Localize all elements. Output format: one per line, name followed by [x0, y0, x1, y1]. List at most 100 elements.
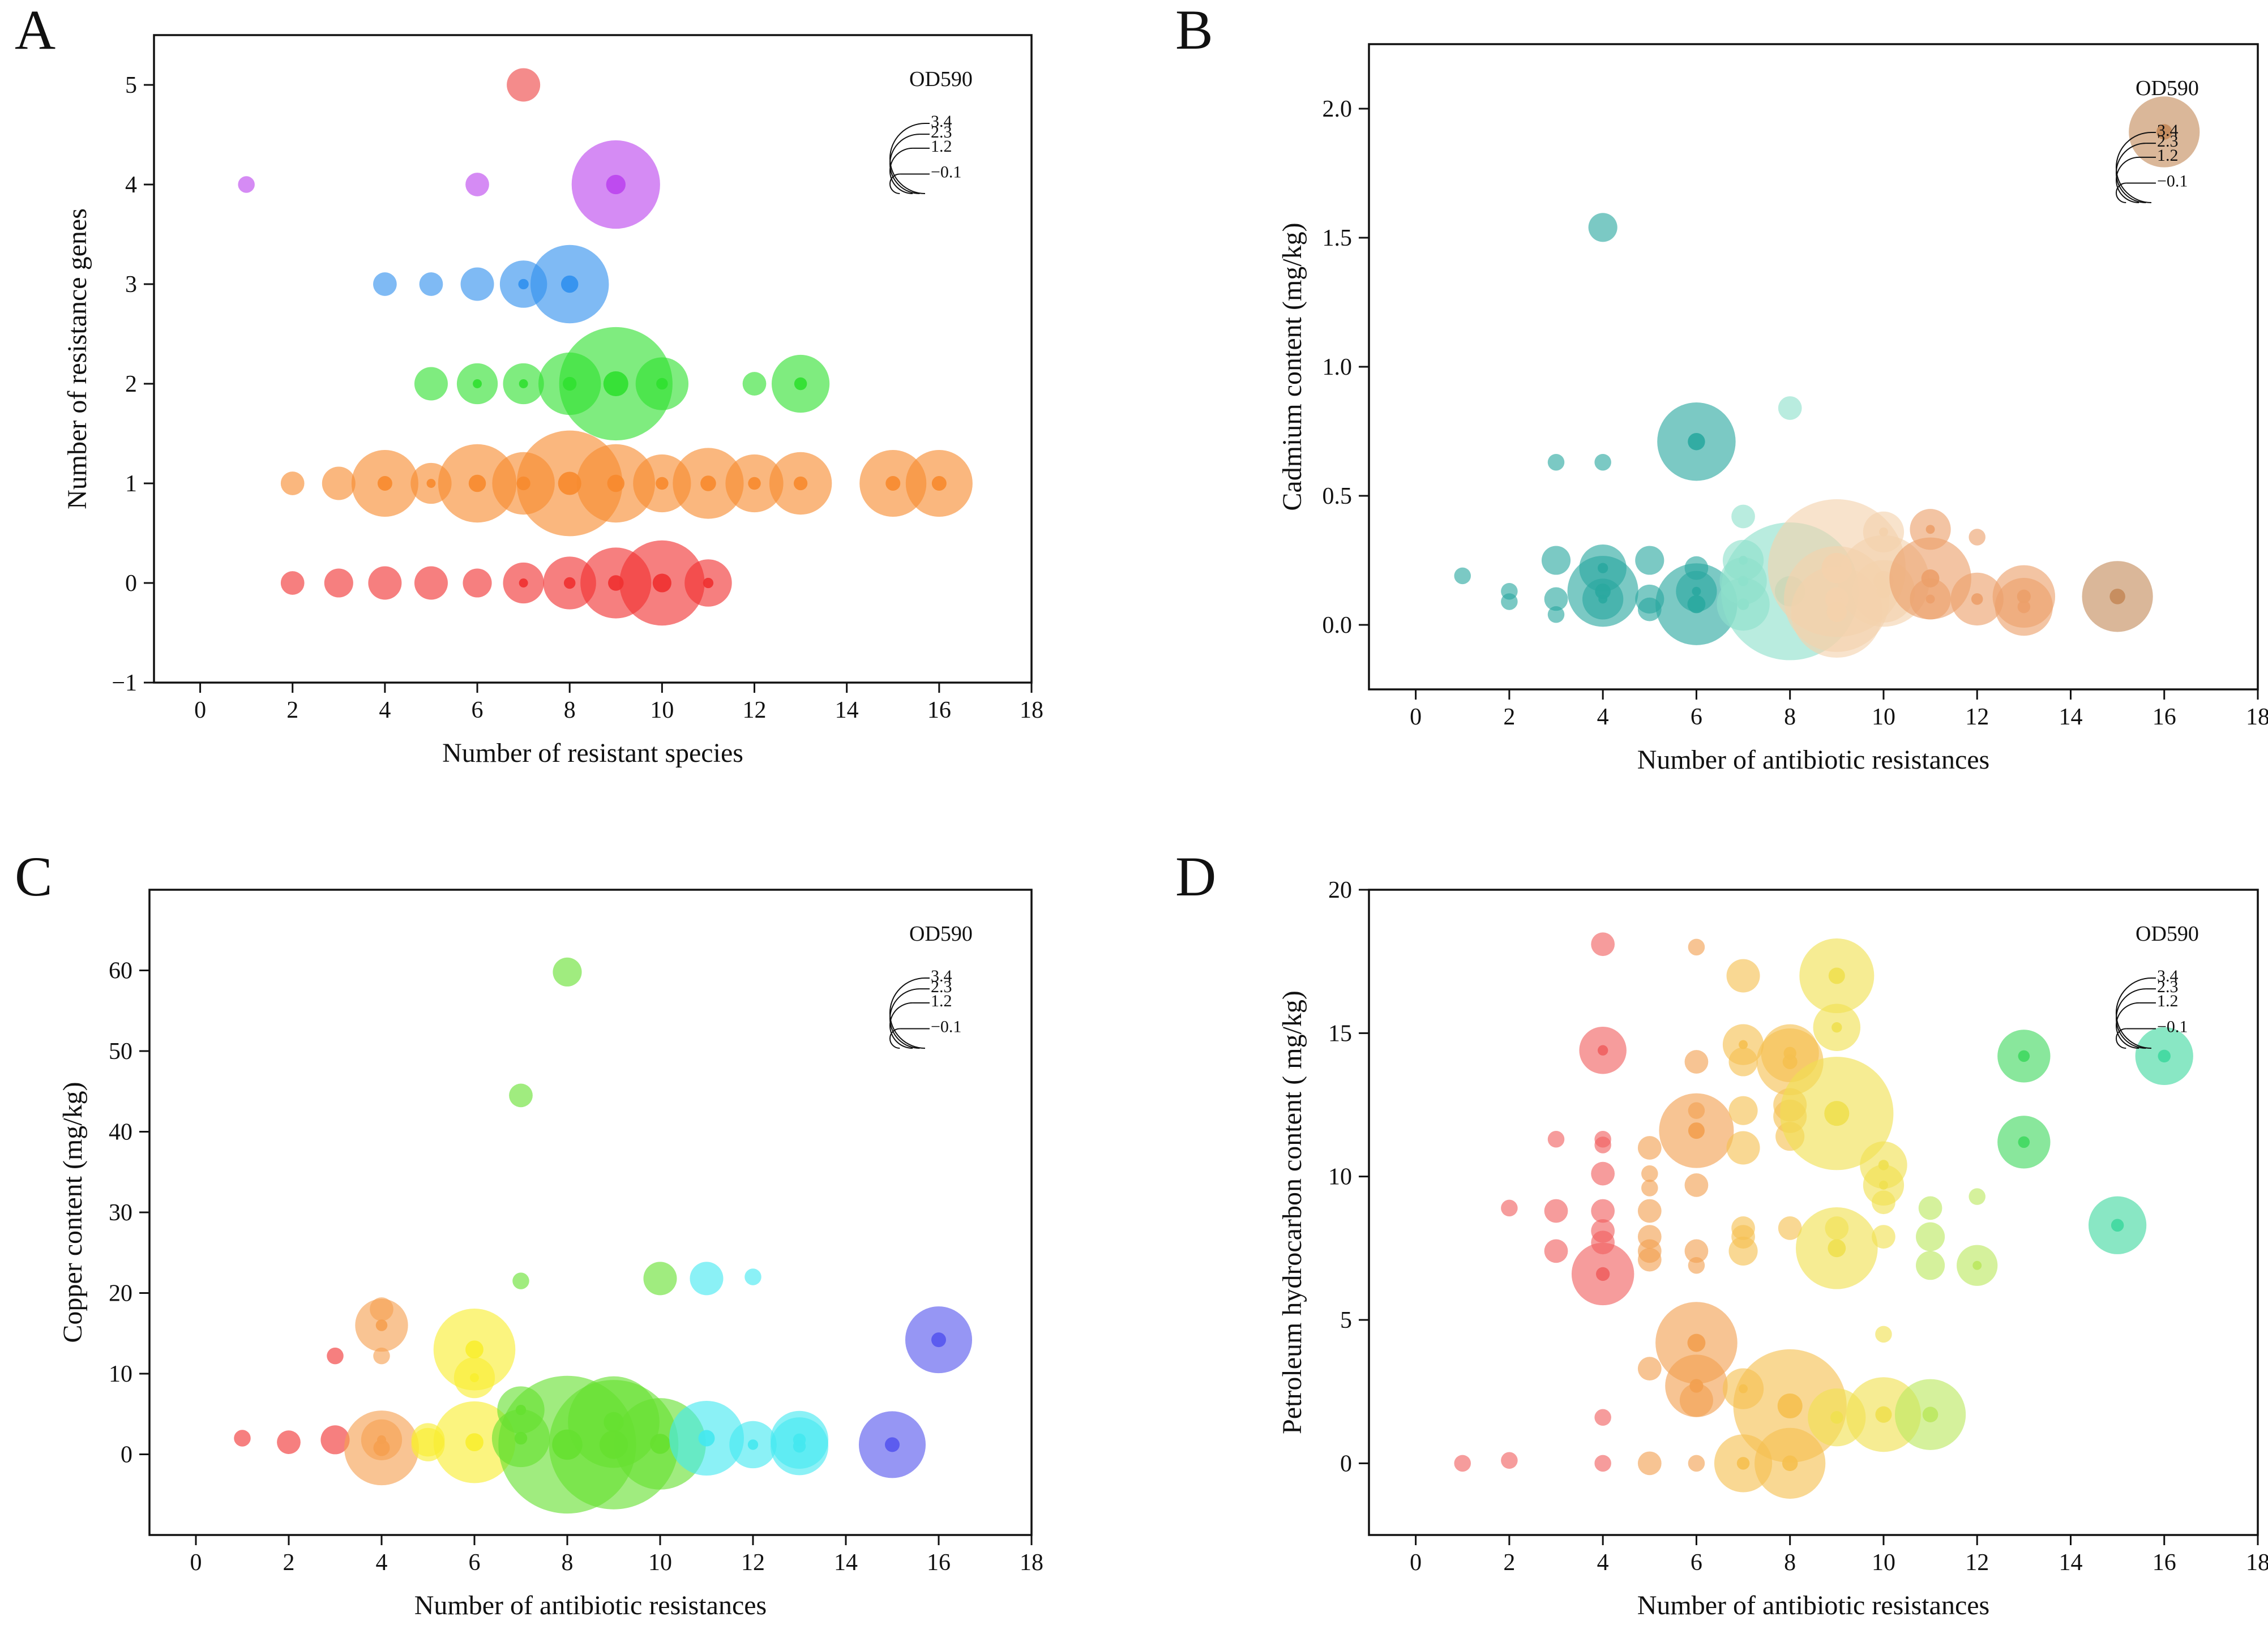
y-tick-label: 0: [1340, 1451, 1352, 1477]
y-tick-label: 30: [109, 1200, 132, 1226]
data-point: [742, 372, 767, 396]
data-point-core: [1925, 594, 1935, 604]
panel-letter: C: [15, 845, 53, 908]
x-tick-label: 10: [1872, 704, 1895, 730]
x-tick-label: 2: [1503, 1550, 1515, 1576]
legend-value: −0.1: [2157, 171, 2188, 190]
data-point-core: [1736, 1457, 1750, 1470]
data-point-core: [377, 476, 392, 491]
data-point-core: [2111, 1219, 2124, 1232]
x-tick-label: 10: [648, 1550, 672, 1576]
data-point-core: [1828, 967, 1845, 984]
data-point-core: [885, 1437, 900, 1452]
data-point: [1726, 1131, 1760, 1165]
data-point: [1541, 546, 1571, 575]
data-point: [1679, 1383, 1713, 1417]
legend-value: 2.3: [2157, 977, 2179, 996]
data-point: [690, 1262, 724, 1296]
legend-value: 2.3: [2157, 132, 2179, 151]
data-point: [512, 1272, 529, 1289]
y-tick-label: 5: [1340, 1307, 1352, 1333]
x-tick-label: 14: [2059, 1550, 2082, 1576]
data-point: [744, 1268, 761, 1285]
data-point-core: [2156, 124, 2172, 140]
data-point-core: [465, 1340, 483, 1359]
x-tick-label: 2: [286, 697, 298, 723]
data-point: [1544, 1239, 1568, 1263]
legend-value: 3.4: [931, 112, 952, 131]
data-point-core: [1878, 527, 1888, 537]
x-axis-label: Number of antibiotic resistances: [1637, 745, 1989, 775]
data-point-core: [748, 477, 761, 490]
data-point: [1588, 213, 1617, 242]
x-tick-label: 8: [562, 1550, 574, 1576]
data-point: [1731, 504, 1755, 529]
data-point-core: [703, 577, 714, 589]
x-axis-label: Number of resistant species: [442, 738, 743, 768]
y-tick-label: 1: [125, 471, 137, 497]
legend-circle: [2116, 182, 2126, 203]
y-tick-label: 2.0: [1323, 96, 1353, 122]
x-tick-label: 0: [1410, 1550, 1422, 1576]
legend-value: 3.4: [2157, 967, 2179, 985]
data-point-core: [1782, 1054, 1798, 1069]
y-axis-label: Copper content (mg/kg): [58, 1082, 88, 1343]
data-point-core: [1826, 602, 1847, 622]
legend-value: 3.4: [2157, 121, 2179, 140]
data-point: [373, 272, 397, 296]
data-point-core: [518, 278, 529, 290]
x-tick-label: 14: [835, 697, 859, 723]
x-tick-label: 0: [190, 1550, 202, 1576]
data-point: [1684, 1239, 1709, 1263]
legend-value: 1.2: [931, 137, 952, 156]
data-point-core: [1828, 1239, 1846, 1258]
x-tick-label: 2: [283, 1550, 295, 1576]
data-point: [1594, 1409, 1611, 1426]
y-axis-label: Number of resistance genes: [62, 208, 92, 509]
data-point-core: [603, 371, 628, 397]
data-point: [1547, 453, 1565, 471]
data-point-core: [793, 476, 808, 491]
x-tick-label: 8: [564, 697, 576, 723]
data-point-core: [1596, 1267, 1610, 1281]
y-tick-label: 5: [125, 72, 137, 98]
x-tick-label: 2: [1503, 704, 1515, 730]
data-point: [1547, 1131, 1565, 1148]
data-point-core: [468, 474, 486, 492]
legend-value: 3.4: [931, 967, 952, 985]
x-tick-label: 4: [1597, 1550, 1609, 1576]
panel-d: D 0 2 4 6 8 10 12 14 16 18 0 5 10 15 20 Number of antibi…: [1175, 845, 2268, 1620]
data-point-core: [885, 476, 901, 491]
data-point: [373, 1347, 390, 1365]
data-point-core: [2018, 1136, 2030, 1148]
data-point-core: [2017, 600, 2031, 614]
legend-value: 2.3: [931, 123, 952, 141]
data-point: [1454, 567, 1471, 585]
data-point: [643, 1262, 677, 1296]
x-tick-label: 12: [1965, 1550, 1989, 1576]
data-point: [327, 1347, 344, 1365]
data-point: [1637, 1357, 1662, 1381]
data-point: [1872, 1190, 1895, 1215]
legend-value: −0.1: [2157, 1017, 2188, 1036]
data-point: [1872, 1225, 1895, 1249]
legend-circle: [889, 1028, 900, 1049]
legend-title: OD590: [909, 922, 973, 946]
data-point-core: [1971, 593, 1983, 605]
data-point-core: [2018, 1050, 2030, 1062]
data-point: [460, 267, 494, 301]
data-point: [1501, 1452, 1518, 1469]
data-point-core: [519, 379, 528, 388]
legend-title: OD590: [2136, 76, 2199, 100]
data-point: [1728, 1047, 1758, 1077]
y-axis-label: Petroleum hydrocarbon content ( mg/kg): [1277, 990, 1307, 1434]
plot-frame: [153, 34, 1033, 684]
legend-circle: [889, 988, 920, 1049]
data-point-core: [652, 573, 671, 593]
legend-circle: [2115, 1028, 2126, 1049]
y-tick-label: 50: [109, 1039, 132, 1065]
data-point-core: [426, 479, 436, 488]
data-point: [1969, 1188, 1985, 1205]
y-tick-label: 60: [109, 958, 132, 984]
